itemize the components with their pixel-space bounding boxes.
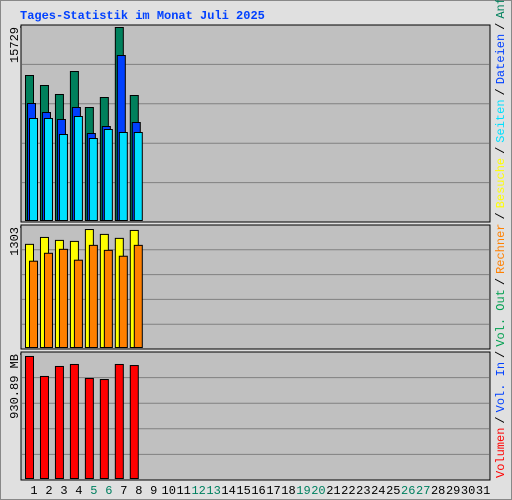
x-tick-label: 28 — [431, 484, 445, 498]
x-tick-label: 9 — [150, 484, 157, 498]
bar — [73, 115, 83, 221]
bar — [118, 131, 128, 222]
x-tick-label: 24 — [371, 484, 385, 498]
x-tick-label: 5 — [90, 484, 97, 498]
bar — [133, 131, 143, 222]
x-tick-label: 25 — [386, 484, 400, 498]
bar — [133, 244, 143, 348]
bar — [103, 129, 113, 221]
bar — [129, 365, 139, 480]
x-tick-label: 30 — [461, 484, 475, 498]
x-tick-label: 15 — [236, 484, 250, 498]
x-tick-label: 17 — [266, 484, 280, 498]
bar — [58, 248, 68, 348]
bar — [29, 260, 38, 348]
y-tick-label: 1303 — [8, 227, 22, 256]
bar — [99, 379, 109, 479]
x-tick-label: 13 — [206, 484, 220, 498]
x-tick-label: 16 — [251, 484, 265, 498]
legend-separator: / — [494, 147, 508, 154]
x-tick-label: 11 — [176, 484, 190, 498]
bar — [69, 363, 79, 480]
x-tick-label: 29 — [446, 484, 460, 498]
x-tick-label: 14 — [221, 484, 235, 498]
bar — [103, 249, 113, 348]
bar — [73, 259, 83, 348]
bar — [25, 355, 34, 479]
x-tick-label: 22 — [341, 484, 355, 498]
bar — [54, 365, 64, 479]
x-tick-label: 27 — [416, 484, 430, 498]
x-tick-label: 26 — [401, 484, 415, 498]
x-tick-label: 23 — [356, 484, 370, 498]
y-tick-label: 15729 — [8, 27, 22, 63]
x-tick-label: 4 — [75, 484, 82, 498]
legend-separator: / — [494, 88, 508, 95]
legend-separator: / — [494, 212, 508, 219]
x-tick-label: 10 — [162, 484, 176, 498]
x-tick-label: 8 — [135, 484, 142, 498]
bar — [88, 244, 98, 348]
bar — [118, 255, 128, 349]
legend-entry: Besuche — [494, 158, 508, 208]
legend-entry: Vol. In — [494, 362, 508, 412]
bar — [114, 363, 124, 480]
legend-entry: Seiten — [494, 99, 508, 142]
x-tick-label: 12 — [191, 484, 205, 498]
x-tick-label: 18 — [281, 484, 295, 498]
legend-entry: Rechner — [494, 224, 508, 274]
plot-area — [20, 24, 491, 223]
bar — [29, 117, 38, 221]
x-tick-label: 19 — [296, 484, 310, 498]
legend: Volumen / Vol. In / Vol. Out / Rechner / Besuche… — [494, 0, 508, 478]
bar — [84, 377, 94, 479]
bar — [58, 133, 68, 221]
bar — [43, 117, 53, 221]
x-tick-label: 6 — [105, 484, 112, 498]
legend-entry: Anfragen — [494, 0, 508, 19]
bar — [39, 375, 49, 480]
legend-entry: Dateien — [494, 34, 508, 84]
x-tick-label: 7 — [120, 484, 127, 498]
x-tick-label: 21 — [326, 484, 340, 498]
x-tick-label: 31 — [476, 484, 490, 498]
plot-area — [20, 224, 491, 350]
x-tick-label: 3 — [60, 484, 67, 498]
x-tick-label: 2 — [45, 484, 52, 498]
x-tick-label: 20 — [311, 484, 325, 498]
bar — [88, 137, 98, 221]
plot-area — [20, 351, 491, 481]
legend-separator: / — [494, 278, 508, 285]
bar — [43, 252, 53, 349]
legend-entry: Vol. Out — [494, 289, 508, 347]
legend-entry: Volumen — [494, 428, 508, 478]
x-tick-label: 1 — [30, 484, 37, 498]
y-tick-label: 930.89 MB — [8, 354, 22, 419]
legend-separator: / — [494, 416, 508, 423]
legend-separator: / — [494, 23, 508, 30]
legend-separator: / — [494, 351, 508, 358]
chart-title: Tages-Statistik im Monat Juli 2025 — [20, 9, 265, 23]
